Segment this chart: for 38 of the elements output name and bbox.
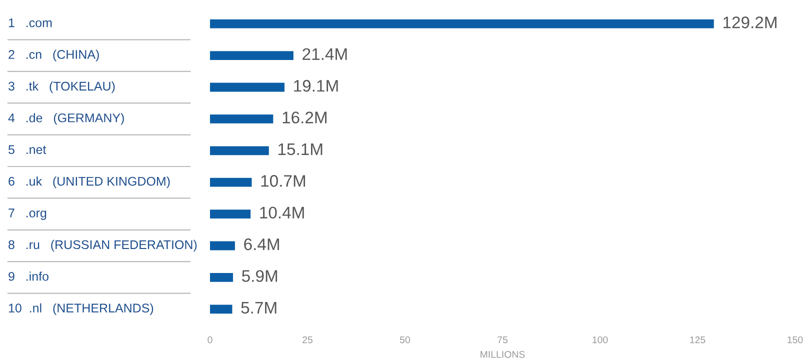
data-label: 6.4M [244, 238, 279, 250]
x-tick-label: 100 [592, 336, 608, 344]
y-tick-label: 1 .com [8, 18, 52, 28]
data-label: 10.7M [261, 175, 306, 187]
bar [210, 51, 294, 60]
x-tick-label: 0 [208, 336, 212, 344]
data-label: 19.1M [294, 80, 338, 92]
bar [210, 210, 251, 218]
bar [210, 114, 274, 124]
y-tick-label: 9 .info [8, 272, 48, 281]
bar [210, 19, 714, 28]
bar [210, 178, 252, 187]
data-label: 21.4M [302, 48, 347, 60]
x-tick-label: 150 [788, 336, 803, 344]
y-tick-label: 8 .ru (RUSSIAN FEDERATION) [8, 240, 197, 252]
x-tick-label: 125 [690, 336, 706, 344]
x-tick-label: 50 [400, 336, 410, 344]
y-tick-label: 5 .net [8, 145, 46, 154]
data-label: 16.2M [282, 112, 326, 124]
data-label: 129.2M [723, 16, 776, 28]
y-tick-label: 6 .uk (UNITED KINGDOM) [8, 176, 170, 188]
data-label: 5.7M [241, 302, 276, 314]
bar [210, 304, 232, 314]
y-tick-label: 2 .cn (CHINA) [8, 50, 99, 62]
x-tick-label: 25 [302, 336, 312, 344]
y-tick-label: 3 .tk (TOKELAU) [8, 81, 115, 94]
bar [210, 146, 269, 156]
y-tick-label: 4 .de (GERMANY) [8, 113, 124, 125]
x-tick-label: 75 [498, 336, 508, 344]
y-tick-label: 10 .nl (NETHERLANDS) [8, 303, 154, 315]
bar [210, 241, 235, 250]
bar [210, 273, 234, 282]
data-label: 5.9M [242, 270, 278, 282]
y-tick-label: 7 .org [8, 208, 46, 220]
data-label: 15.1M [278, 143, 322, 156]
data-label: 10.4M [260, 206, 304, 219]
x-axis-title: MILLIONS [480, 350, 525, 358]
bar [210, 82, 284, 92]
